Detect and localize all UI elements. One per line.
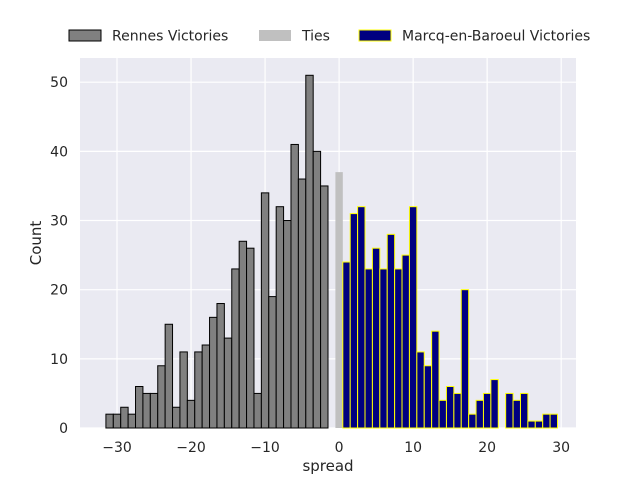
x-tick-label: −20	[176, 440, 206, 456]
bar-marcq	[408, 206, 418, 429]
bar-rennes	[305, 74, 314, 429]
bar-marcq	[549, 413, 558, 429]
legend-label: Rennes Victories	[112, 29, 228, 45]
bar-rennes	[231, 268, 240, 429]
x-tick-label: 20	[478, 440, 496, 456]
bar-marcq	[542, 413, 551, 429]
bars	[105, 74, 558, 429]
bar-rennes	[216, 303, 225, 429]
bar-rennes	[149, 392, 159, 429]
bar-rennes	[268, 296, 277, 429]
y-tick-label: 0	[59, 421, 68, 437]
bar-marcq	[431, 330, 440, 429]
x-tick-label: 30	[552, 440, 570, 456]
bar-marcq	[505, 392, 514, 429]
bar-marcq	[438, 399, 447, 429]
bar-marcq	[460, 289, 470, 429]
bar-marcq	[342, 261, 351, 429]
bar-marcq	[482, 392, 492, 429]
bar-marcq	[490, 379, 499, 429]
bar-marcq	[519, 392, 529, 429]
bar-marcq	[534, 420, 544, 429]
bar-marcq	[349, 213, 359, 429]
bar-marcq	[379, 268, 388, 429]
bar-rennes	[142, 392, 151, 429]
bar-rennes	[112, 413, 122, 429]
axis-ticks: −30 −20 −10 0 10 20 30 0 10 20 30 40 50	[50, 75, 570, 456]
y-tick-label: 40	[50, 144, 68, 160]
bar-marcq	[394, 268, 403, 429]
bar-rennes	[105, 413, 114, 429]
y-tick-label: 50	[50, 75, 68, 91]
bar-rennes	[127, 413, 137, 429]
bar-rennes	[209, 316, 218, 429]
x-tick-label: −30	[102, 440, 132, 456]
y-tick-label: 30	[50, 214, 68, 230]
bar-marcq	[386, 233, 396, 429]
bar-tie	[335, 172, 343, 428]
bar-rennes	[135, 386, 144, 429]
bar-marcq	[401, 254, 410, 429]
bar-rennes	[312, 150, 322, 429]
bar-rennes	[194, 351, 203, 429]
bar-rennes	[260, 192, 270, 429]
bar-marcq	[527, 420, 536, 429]
bar-rennes	[253, 392, 262, 429]
y-axis-label: Count	[27, 221, 45, 266]
bar-rennes	[290, 143, 299, 429]
bar-rennes	[179, 351, 188, 429]
bar-marcq	[364, 268, 373, 429]
legend-label: Marcq-en-Baroeul Victories	[402, 29, 590, 45]
bar-rennes	[223, 337, 233, 429]
bar-rennes	[238, 240, 248, 429]
bar-marcq	[453, 392, 462, 429]
legend-label: Ties	[301, 29, 330, 45]
y-tick-label: 10	[50, 352, 68, 368]
bar-marcq	[357, 206, 366, 429]
x-tick-label: 0	[335, 440, 344, 456]
bar-rennes	[275, 206, 285, 429]
bar-marcq	[468, 413, 477, 429]
bar-marcq	[512, 399, 521, 429]
bar-marcq	[445, 386, 455, 429]
legend: Rennes Victories Ties Marcq-en-Baroeul Vic…	[68, 29, 590, 45]
bar-rennes	[246, 247, 255, 429]
bar-marcq	[475, 399, 484, 429]
bar-rennes	[283, 220, 292, 429]
bar-marcq	[371, 247, 381, 429]
bar-rennes	[164, 323, 174, 429]
bar-rennes	[157, 365, 166, 429]
bar-rennes	[201, 344, 211, 429]
legend-swatch	[68, 29, 102, 42]
x-axis-label: spread	[302, 457, 353, 475]
bar-rennes	[320, 185, 329, 429]
bar-marcq	[416, 351, 425, 429]
bar-rennes	[172, 406, 181, 429]
bar-rennes	[120, 406, 129, 429]
legend-swatch	[358, 29, 392, 42]
bar-rennes	[186, 399, 196, 429]
bar-rennes	[297, 178, 307, 429]
bar-marcq	[423, 365, 433, 429]
x-tick-label: 10	[404, 440, 422, 456]
legend-swatch	[259, 30, 291, 41]
x-tick-label: −10	[250, 440, 280, 456]
y-tick-label: 20	[50, 283, 68, 299]
